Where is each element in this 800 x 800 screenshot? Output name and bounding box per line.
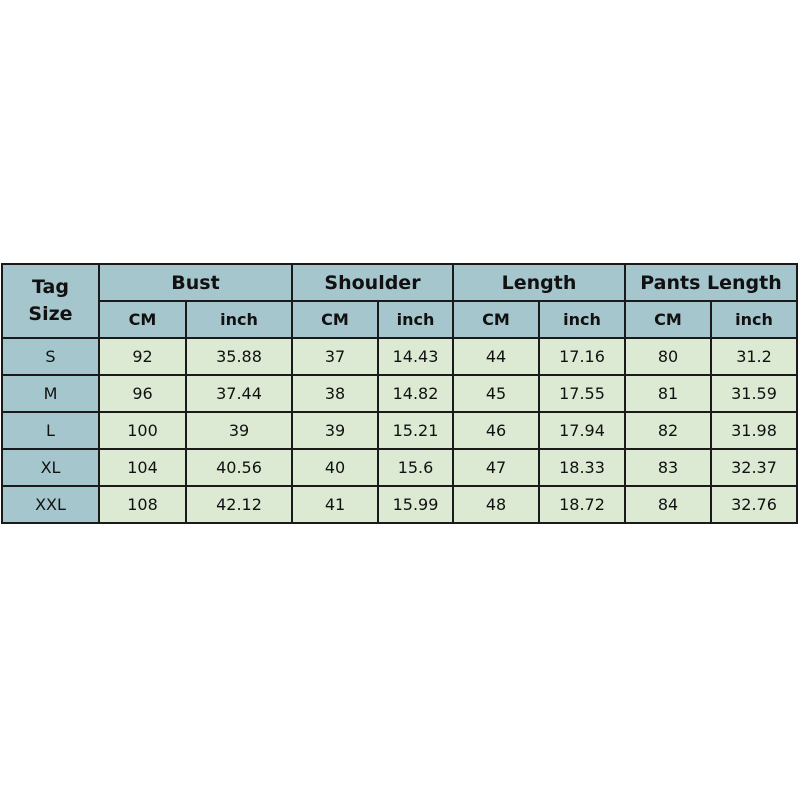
table-cell: 31.98	[710, 411, 798, 450]
table-cell: 100	[98, 411, 187, 450]
table-cell: 41	[291, 485, 379, 524]
table-cell: 80	[624, 337, 712, 376]
table-cell: 31.59	[710, 374, 798, 413]
unit-header: CM	[291, 300, 379, 339]
group-header: Bust	[98, 263, 293, 302]
table-row: L 100 39 39 15.21 46 17.94 82 31.98	[1, 411, 798, 450]
table-cell: 45	[452, 374, 540, 413]
table-cell: 92	[98, 337, 187, 376]
size-label: XL	[1, 448, 100, 487]
table-cell: 39	[291, 411, 379, 450]
table-cell: 37.44	[185, 374, 293, 413]
table-cell: 104	[98, 448, 187, 487]
table-cell: 82	[624, 411, 712, 450]
table-row: M 96 37.44 38 14.82 45 17.55 81 31.59	[1, 374, 798, 413]
table-cell: 96	[98, 374, 187, 413]
table-cell: 35.88	[185, 337, 293, 376]
table-row: XXL 108 42.12 41 15.99 48 18.72 84 32.76	[1, 485, 798, 524]
table-cell: 14.43	[377, 337, 454, 376]
unit-header: inch	[377, 300, 454, 339]
table-cell: 32.37	[710, 448, 798, 487]
unit-header: inch	[185, 300, 293, 339]
table-cell: 17.94	[538, 411, 626, 450]
table-cell: 15.21	[377, 411, 454, 450]
table-cell: 39	[185, 411, 293, 450]
size-label: M	[1, 374, 100, 413]
table-cell: 40	[291, 448, 379, 487]
table-cell: 83	[624, 448, 712, 487]
unit-header: inch	[710, 300, 798, 339]
table-cell: 40.56	[185, 448, 293, 487]
size-chart-table: Tag Size Bust Shoulder Length Pants Lengt…	[1, 263, 798, 524]
table-cell: 15.99	[377, 485, 454, 524]
table-cell: 14.82	[377, 374, 454, 413]
unit-header: inch	[538, 300, 626, 339]
unit-header: CM	[624, 300, 712, 339]
table-row: XL 104 40.56 40 15.6 47 18.33 83 32.37	[1, 448, 798, 487]
size-label: S	[1, 337, 100, 376]
table-row: S 92 35.88 37 14.43 44 17.16 80 31.2	[1, 337, 798, 376]
group-header: Shoulder	[291, 263, 454, 302]
table-cell: 84	[624, 485, 712, 524]
unit-header: CM	[452, 300, 540, 339]
table-cell: 17.55	[538, 374, 626, 413]
unit-header: CM	[98, 300, 187, 339]
table-cell: 37	[291, 337, 379, 376]
table-cell: 18.33	[538, 448, 626, 487]
table-cell: 44	[452, 337, 540, 376]
group-header: Length	[452, 263, 626, 302]
table-cell: 46	[452, 411, 540, 450]
table-cell: 15.6	[377, 448, 454, 487]
table-cell: 81	[624, 374, 712, 413]
table-cell: 32.76	[710, 485, 798, 524]
table-cell: 108	[98, 485, 187, 524]
table-cell: 47	[452, 448, 540, 487]
size-label: L	[1, 411, 100, 450]
table-cell: 17.16	[538, 337, 626, 376]
table-cell: 48	[452, 485, 540, 524]
tag-size-header: Tag Size	[1, 263, 100, 339]
table-cell: 18.72	[538, 485, 626, 524]
group-header: Pants Length	[624, 263, 798, 302]
table-cell: 38	[291, 374, 379, 413]
table-cell: 31.2	[710, 337, 798, 376]
size-label: XXL	[1, 485, 100, 524]
table-cell: 42.12	[185, 485, 293, 524]
